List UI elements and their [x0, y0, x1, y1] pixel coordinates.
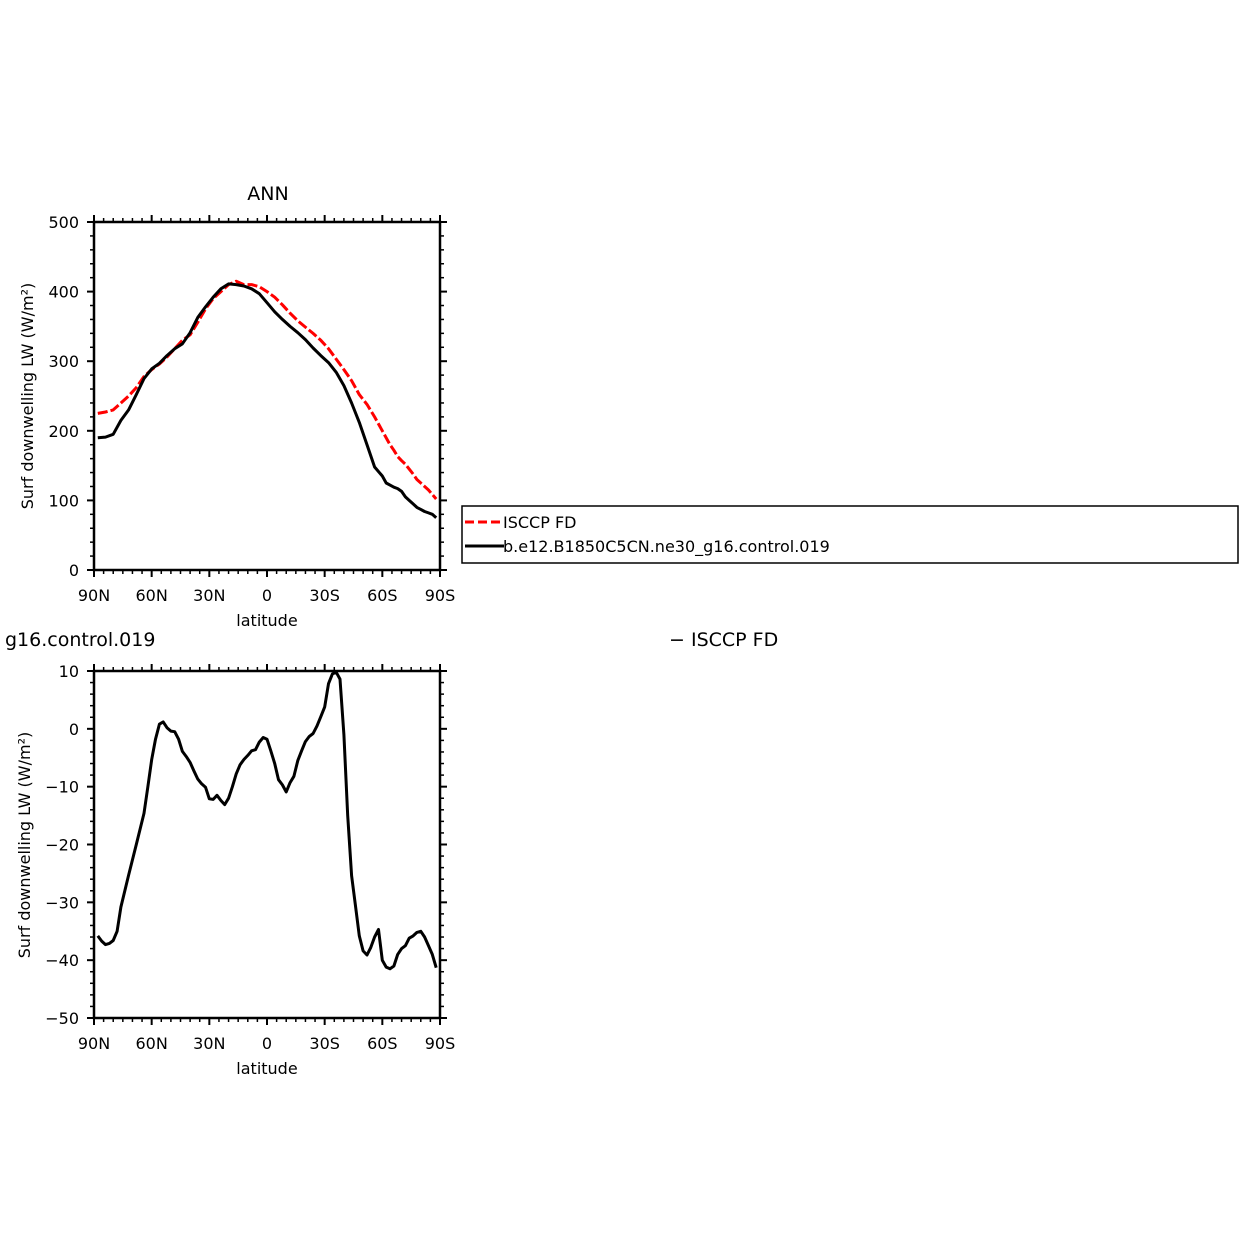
top-panel-x-tick-label: 90S — [425, 586, 456, 605]
top-panel-ticks — [87, 215, 447, 577]
bottom-panel-y-tick-label: −10 — [45, 778, 79, 797]
bottom-panel-x-tick-label: 60N — [136, 1034, 168, 1053]
top-panel-y-axis-label: Surf downwelling LW (W/m²) — [18, 283, 37, 509]
top-panel-x-tick-label: 90N — [78, 586, 110, 605]
bottom-panel-x-tick-labels: 90N 60N 30N 0 30S 60S 90S — [78, 1034, 455, 1053]
top-panel-y-tick-labels: 0 100 200 300 400 500 — [48, 213, 79, 580]
bottom-panel-x-tick-label: 90N — [78, 1034, 110, 1053]
bottom-panel-x-tick-label: 90S — [425, 1034, 456, 1053]
top-panel-x-tick-label: 30S — [309, 586, 340, 605]
bottom-panel-lines — [96, 670, 438, 971]
top-panel-y-tick-label: 300 — [48, 352, 79, 371]
bottom-panel-series-line-model — [96, 670, 438, 971]
top-panel-y-tick-label: 0 — [69, 561, 79, 580]
top-panel-x-tick-label: 30N — [193, 586, 225, 605]
bottom-panel-x-tick-label: 30N — [193, 1034, 225, 1053]
top-panel-x-tick-label: 0 — [262, 586, 272, 605]
bottom-panel-x-tick-label: 0 — [262, 1034, 272, 1053]
top-panel-x-tick-labels: 90N 60N 30N 0 30S 60S 90S — [78, 586, 455, 605]
bottom-panel-x-axis-label: latitude — [236, 1059, 297, 1078]
bottom-panel-y-tick-label: 10 — [59, 662, 79, 681]
top-panel-x-tick-label: 60S — [367, 586, 398, 605]
bottom-panel-y-axis-label: Surf downwelling LW (W/m²) — [15, 732, 34, 958]
legend-label-model: b.e12.B1850C5CN.ne30_g16.control.019 — [503, 537, 830, 557]
bottom-panel-y-tick-label: −40 — [45, 951, 79, 970]
top-panel-series-line-isccp-fd — [97, 279, 438, 500]
bottom-panel-y-tick-label: −30 — [45, 893, 79, 912]
top-panel-title: ANN — [247, 183, 288, 205]
legend-box — [461, 505, 1239, 564]
legend-label-isccp-fd: ISCCP FD — [503, 513, 576, 532]
top-panel-y-tick-label: 400 — [48, 283, 79, 302]
top-panel-x-axis-label: latitude — [236, 611, 297, 630]
top-panel: ANN 0 100 200 300 400 500 90N 60N 30N 0 30S 60S 90S… — [18, 183, 455, 630]
bottom-panel: g16.control.019 − ISCCP FD −50−40−30−20−… — [5, 629, 778, 1078]
top-panel-frame — [92, 220, 442, 572]
bottom-panel-y-tick-label: −50 — [45, 1009, 79, 1028]
top-panel-y-tick-label: 100 — [48, 491, 79, 510]
top-panel-series-line-model — [97, 282, 438, 519]
bottom-panel-title-right: − ISCCP FD — [669, 629, 778, 651]
bottom-panel-y-tick-label: 0 — [69, 720, 79, 739]
top-panel-y-tick-label: 200 — [48, 422, 79, 441]
bottom-panel-x-tick-label: 60S — [367, 1034, 398, 1053]
bottom-panel-x-tick-label: 30S — [309, 1034, 340, 1053]
bottom-panel-y-tick-label: −20 — [45, 836, 79, 855]
bottom-panel-y-tick-labels: −50 −40 −30 −20 −10 0 10 — [45, 662, 79, 1028]
top-panel-y-tick-label: 500 — [48, 213, 79, 232]
bottom-panel-title-left: g16.control.019 — [5, 629, 155, 651]
bottom-panel-ticks — [87, 664, 447, 1025]
top-panel-lines — [97, 279, 438, 519]
top-panel-x-tick-label: 60N — [136, 586, 168, 605]
legend: ISCCP FD b.e12.B1850C5CN.ne30_g16.contro… — [461, 505, 1239, 564]
bottom-panel-frame — [92, 669, 442, 1020]
